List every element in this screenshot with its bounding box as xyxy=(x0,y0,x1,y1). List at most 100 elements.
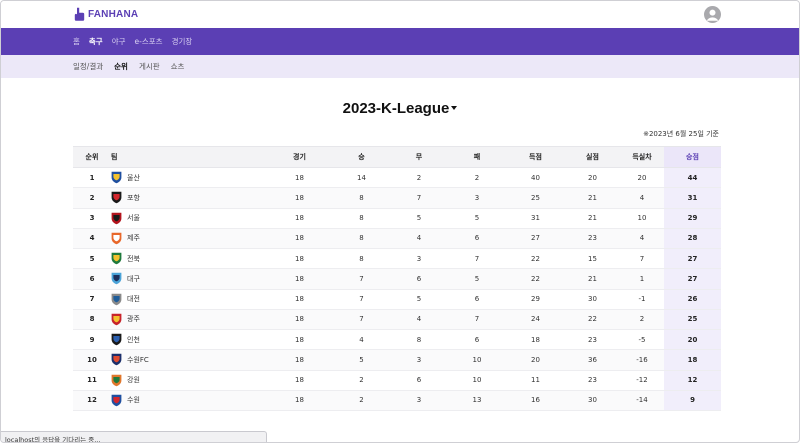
table-row[interactable]: 6 대구 18 7 6 5 22 21 1 27 xyxy=(73,268,721,290)
won-cell: 7 xyxy=(333,309,390,331)
season-title: 2023-K-League xyxy=(342,100,450,117)
drawn-cell: 3 xyxy=(390,390,448,412)
table-row[interactable]: 10 수원FC 18 5 3 10 20 36 -16 18 xyxy=(73,349,721,371)
team-crest-icon xyxy=(111,192,122,204)
sub-nav-schedule[interactable]: 일정/결과 xyxy=(73,62,104,71)
points-cell: 18 xyxy=(664,349,721,371)
rank-cell: 11 xyxy=(73,370,111,391)
header-lost: 패 xyxy=(448,146,506,168)
rank-cell: 10 xyxy=(73,349,111,371)
team-name: 제주 xyxy=(127,234,140,243)
standings-table: 순위 팀 경기 승 무 패 득점 실점 득실차 승점 1 울산 18 14 2 2 40 20… xyxy=(73,146,721,412)
table-row[interactable]: 9 인천 18 4 8 6 18 23 -5 20 xyxy=(73,329,721,351)
table-row[interactable]: 2 포항 18 8 7 3 25 21 4 31 xyxy=(73,187,721,209)
standings-body: 1 울산 18 14 2 2 40 20 20 44 2 포항 18 8 7 3 25 21 4 31 3 서울 18 8 5 5… xyxy=(73,167,721,412)
goal-diff-cell: 10 xyxy=(620,208,664,229)
team-crest-icon xyxy=(111,374,122,386)
drawn-cell: 4 xyxy=(390,309,448,331)
site-logo[interactable]: FANHANA xyxy=(73,7,138,21)
played-cell: 18 xyxy=(266,289,333,310)
won-cell: 8 xyxy=(333,187,390,209)
points-cell: 25 xyxy=(664,309,721,331)
won-cell: 4 xyxy=(333,329,390,351)
sub-nav-board[interactable]: 게시판 xyxy=(138,62,160,71)
team-crest-icon xyxy=(111,293,122,305)
team-info[interactable]: 광주 xyxy=(111,313,266,326)
team-info[interactable]: 수원FC xyxy=(111,353,266,366)
points-cell: 27 xyxy=(664,268,721,290)
goals-against-cell: 21 xyxy=(565,208,620,229)
caret-down-icon[interactable] xyxy=(451,105,458,110)
team-crest-icon xyxy=(111,313,122,326)
table-row[interactable]: 11 강원 18 2 6 10 11 23 -12 12 xyxy=(73,370,721,391)
points-cell: 12 xyxy=(664,370,721,391)
points-cell: 27 xyxy=(664,248,721,270)
team-name: 수원FC xyxy=(127,355,149,364)
team-info[interactable]: 대전 xyxy=(111,293,266,306)
table-row[interactable]: 4 제주 18 8 4 6 27 23 4 28 xyxy=(73,228,721,250)
team-info[interactable]: 제주 xyxy=(111,232,266,245)
team-name: 대전 xyxy=(127,295,140,304)
lost-cell: 5 xyxy=(448,208,506,229)
table-row[interactable]: 1 울산 18 14 2 2 40 20 20 44 xyxy=(73,167,721,189)
goals-for-cell: 11 xyxy=(506,370,565,391)
played-cell: 18 xyxy=(266,228,333,250)
team-cell: 대구 xyxy=(111,268,266,290)
won-cell: 2 xyxy=(333,370,390,391)
goal-diff-cell: -14 xyxy=(620,390,664,412)
table-row[interactable]: 12 수원 18 2 3 13 16 30 -14 9 xyxy=(73,390,721,412)
team-info[interactable]: 수원 xyxy=(111,394,266,407)
team-info[interactable]: 강원 xyxy=(111,374,266,387)
rank-cell: 12 xyxy=(73,390,111,412)
lost-cell: 10 xyxy=(448,349,506,371)
lost-cell: 6 xyxy=(448,289,506,310)
team-name: 전북 xyxy=(127,254,140,263)
lost-cell: 10 xyxy=(448,370,506,391)
lost-cell: 2 xyxy=(448,167,506,189)
foam-finger-icon xyxy=(74,7,85,21)
played-cell: 18 xyxy=(266,370,333,391)
points-cell: 28 xyxy=(664,228,721,250)
goal-diff-cell: 7 xyxy=(620,248,664,270)
team-info[interactable]: 대구 xyxy=(111,272,266,285)
table-row[interactable]: 3 서울 18 8 5 5 31 21 10 29 xyxy=(73,208,721,229)
won-cell: 2 xyxy=(333,390,390,412)
won-cell: 8 xyxy=(333,208,390,229)
drawn-cell: 7 xyxy=(390,187,448,209)
team-info[interactable]: 전북 xyxy=(111,252,266,265)
team-info[interactable]: 울산 xyxy=(111,171,266,184)
team-name: 수원 xyxy=(127,396,140,405)
table-row[interactable]: 7 대전 18 7 5 6 29 30 -1 26 xyxy=(73,289,721,310)
main-nav-soccer[interactable]: 축구 xyxy=(88,37,103,46)
won-cell: 5 xyxy=(333,349,390,371)
rank-cell: 4 xyxy=(73,228,111,250)
sub-nav-shorts[interactable]: 쇼츠 xyxy=(170,62,185,71)
main-nav-stadium[interactable]: 경기장 xyxy=(171,37,193,46)
points-cell: 9 xyxy=(664,390,721,412)
user-avatar-icon[interactable] xyxy=(704,6,721,23)
header-rank: 순위 xyxy=(73,146,111,168)
team-info[interactable]: 포항 xyxy=(111,191,266,204)
played-cell: 18 xyxy=(266,329,333,351)
team-info[interactable]: 서울 xyxy=(111,212,266,225)
team-cell: 수원 xyxy=(111,390,266,412)
lost-cell: 6 xyxy=(448,329,506,351)
season-selector[interactable]: 2023-K-League xyxy=(343,100,458,117)
team-cell: 수원FC xyxy=(111,349,266,371)
team-info[interactable]: 인천 xyxy=(111,333,266,346)
sub-nav-standings[interactable]: 순위 xyxy=(114,62,128,71)
goals-for-cell: 40 xyxy=(506,167,565,189)
played-cell: 18 xyxy=(266,309,333,331)
main-nav-home[interactable]: 홈 xyxy=(73,37,80,46)
won-cell: 7 xyxy=(333,289,390,310)
main-nav-baseball[interactable]: 야구 xyxy=(111,37,126,46)
team-name: 포항 xyxy=(127,193,140,202)
header-goals-for: 득점 xyxy=(506,146,565,168)
main-nav-esports[interactable]: e-스포츠 xyxy=(134,37,163,46)
team-cell: 대전 xyxy=(111,289,266,310)
table-row[interactable]: 5 전북 18 8 3 7 22 15 7 27 xyxy=(73,248,721,270)
rank-cell: 7 xyxy=(73,289,111,310)
played-cell: 18 xyxy=(266,208,333,229)
table-row[interactable]: 8 광주 18 7 4 7 24 22 2 25 xyxy=(73,309,721,331)
goals-against-cell: 21 xyxy=(565,268,620,290)
